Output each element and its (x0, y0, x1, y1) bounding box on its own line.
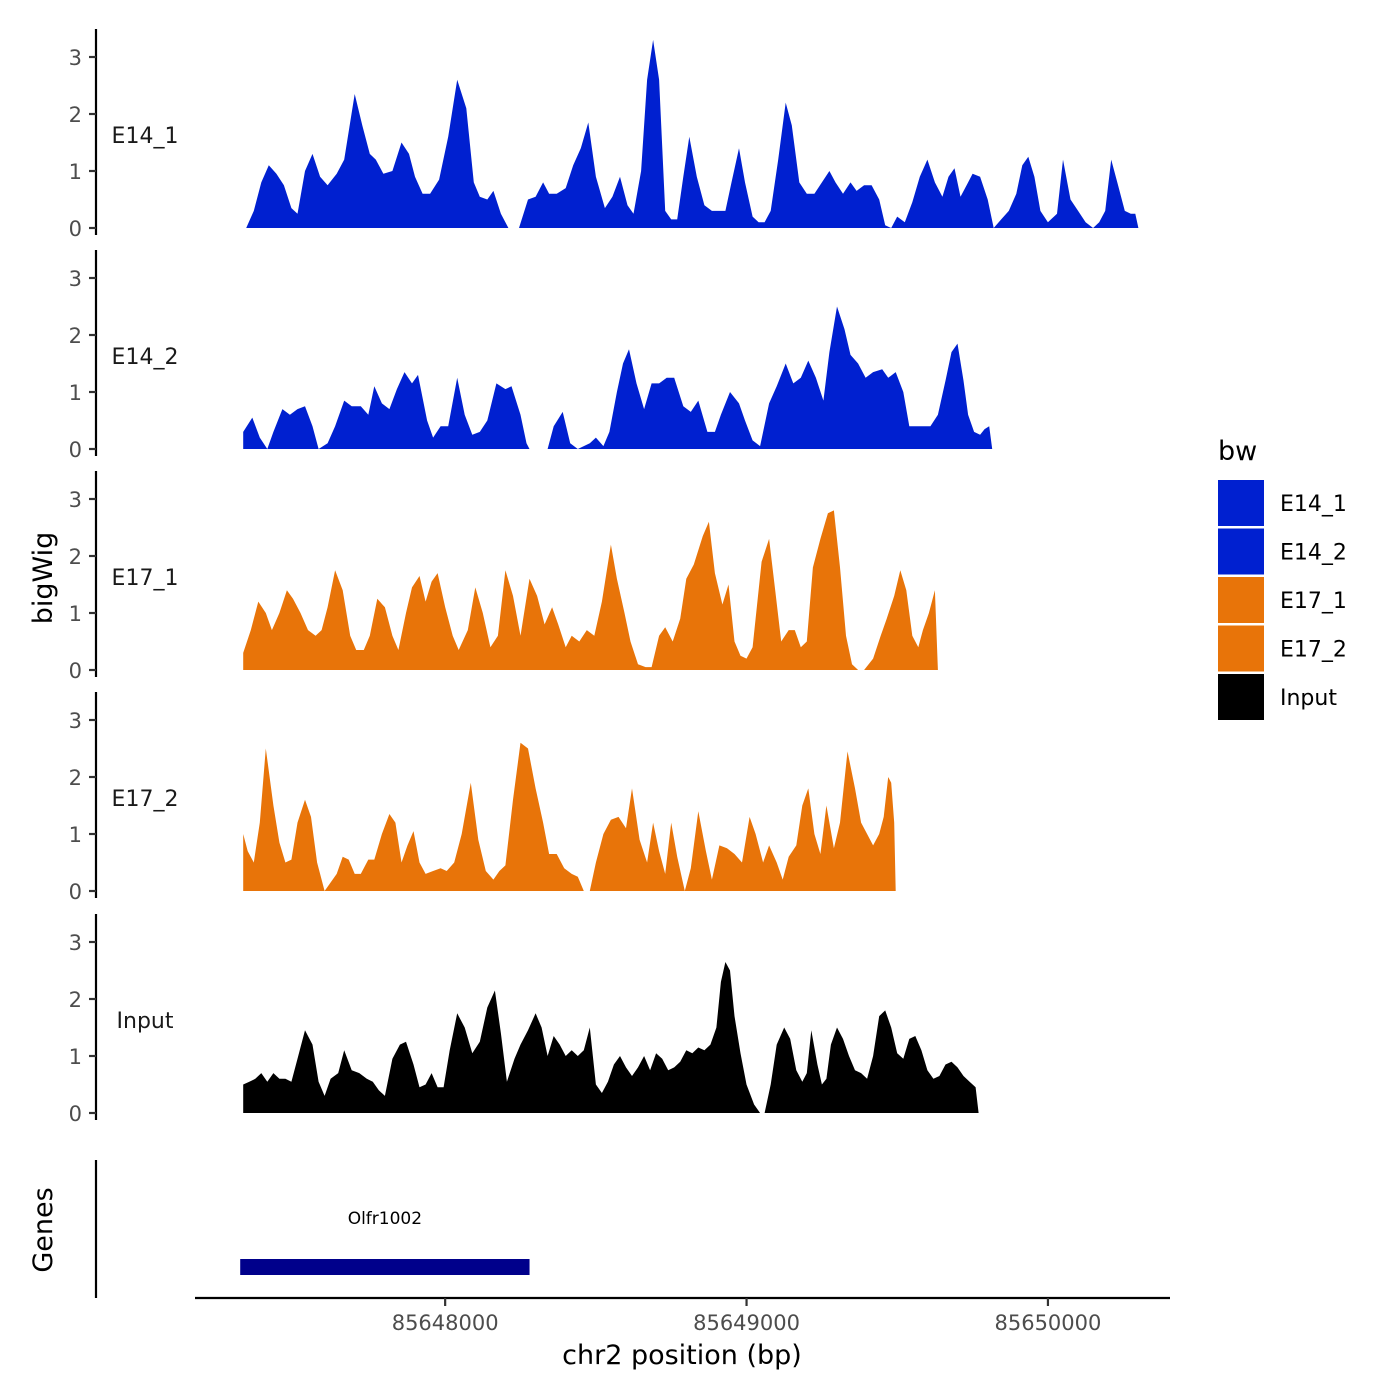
x-tick-label: 85650000 (994, 1311, 1101, 1335)
y-tick-label: 3 (69, 931, 82, 955)
legend-key-E17_2 (1218, 625, 1264, 672)
coverage-area-Input-segment-0 (243, 962, 761, 1113)
y-tick-label: 0 (69, 217, 82, 241)
y-tick-label: 2 (69, 766, 82, 790)
y-tick-label: 2 (69, 103, 82, 127)
y-tick-label: 0 (69, 659, 82, 683)
y-tick-label: 3 (69, 267, 82, 291)
y-tick-label: 3 (69, 46, 82, 70)
track-label: Input (117, 1009, 174, 1034)
x-axis-ticks: 85648000 85649000 85650000 (392, 1298, 1101, 1335)
coverage-area-E17_1-segment-1 (864, 570, 938, 670)
y-tick-label: 1 (69, 823, 82, 847)
track-e17-2: 0 1 2 3 E17_2 (69, 692, 896, 904)
track-input: 0 1 2 3 Input (69, 914, 979, 1126)
legend-label: E17_1 (1280, 589, 1347, 614)
legend-label: E17_2 (1280, 638, 1347, 663)
track-e14-1: 0 1 2 3 E14_1 (69, 29, 1139, 241)
y-tick-label: 2 (69, 324, 82, 348)
coverage-area-E14_1-segment-0 (246, 79, 509, 228)
track-label: E17_2 (112, 787, 179, 812)
legend-items: E14_1 E14_2 E17_1 E17_2 Input (1218, 480, 1347, 720)
gene-label-olfr1002: Olfr1002 (348, 1209, 422, 1229)
x-axis: 85648000 85649000 85650000 chr2 position (… (195, 1296, 1170, 1371)
y-tick-label: 0 (69, 438, 82, 462)
y-tick-label: 2 (69, 988, 82, 1012)
coverage-tracks: 0 1 2 3 E14_1 0 1 2 3 E14_2 0 1 2 3 E17_1 0 1 2 3 E17_2 0 1 2 3… (69, 29, 1139, 1126)
track-label: E14_2 (112, 345, 179, 370)
coverage-area-Input-segment-1 (764, 1010, 979, 1113)
y-tick-label: 3 (69, 488, 82, 512)
y-tick-label: 0 (69, 880, 82, 904)
genes-track-title: Genes (28, 1187, 59, 1272)
track-label: E14_1 (112, 124, 179, 149)
legend-key-E14_1 (1218, 480, 1264, 526)
gene-track: Genes Olfr1002 (28, 1160, 530, 1298)
y-tick-label: 1 (69, 381, 82, 405)
legend-key-E17_1 (1218, 577, 1264, 623)
legend-label: Input (1280, 686, 1337, 711)
y-tick-label: 0 (69, 1102, 82, 1126)
y-tick-label: 1 (69, 1045, 82, 1069)
legend: bw E14_1 E14_2 E17_1 E17_2 Input (1218, 436, 1347, 720)
legend-key-Input (1218, 674, 1264, 720)
coverage-area-E17_1-segment-0 (243, 510, 859, 670)
coverage-area-E14_1-segment-1 (519, 39, 1139, 229)
y-tick-label: 2 (69, 545, 82, 569)
legend-label: E14_1 (1280, 492, 1347, 517)
gene-bar-olfr1002 (240, 1259, 530, 1275)
legend-title: bw (1218, 436, 1257, 467)
coverage-area-E14_2-segment-0 (243, 372, 530, 449)
x-tick-label: 85648000 (392, 1311, 499, 1335)
legend-key-E14_2 (1218, 528, 1264, 575)
x-axis-title: chr2 position (bp) (562, 1340, 802, 1371)
track-label: E17_1 (112, 566, 179, 591)
coverage-area-E17_2-segment-0 (243, 742, 584, 891)
y-tick-label: 1 (69, 160, 82, 184)
coverage-area-E14_2-segment-1 (547, 306, 993, 449)
y-tick-label: 3 (69, 709, 82, 733)
x-tick-label: 85649000 (693, 1311, 800, 1335)
track-e14-2: 0 1 2 3 E14_2 (69, 250, 993, 462)
y-tick-label: 1 (69, 602, 82, 626)
legend-label: E14_2 (1280, 541, 1347, 566)
track-e17-1: 0 1 2 3 E17_1 (69, 471, 938, 683)
coverage-area-E17_2-segment-1 (589, 751, 896, 891)
y-axis-title: bigWig (28, 532, 59, 625)
